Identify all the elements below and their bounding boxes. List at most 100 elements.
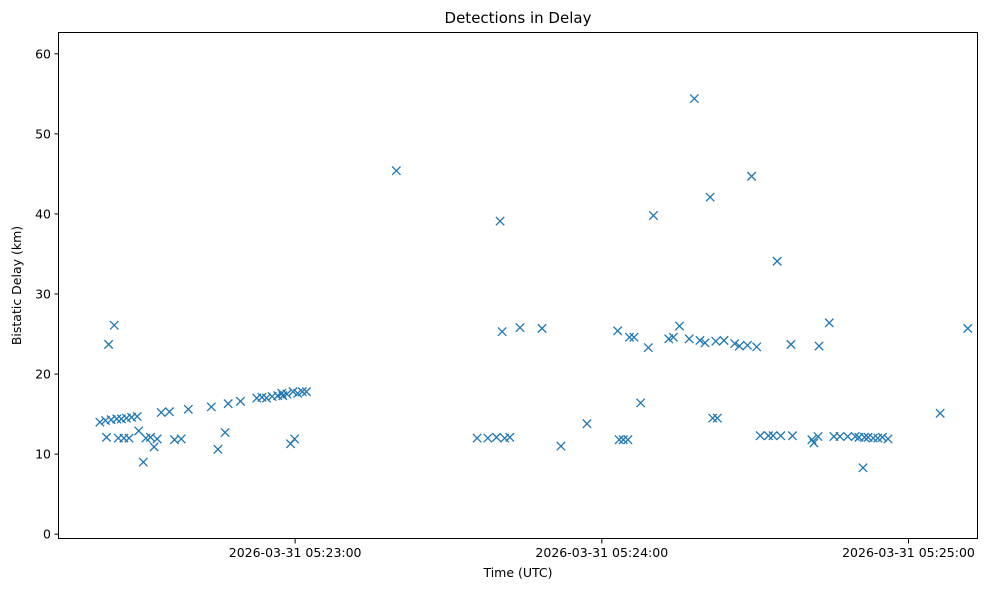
data-point-marker bbox=[138, 457, 148, 467]
data-point-marker bbox=[282, 389, 292, 399]
y-tick-label: 20 bbox=[35, 367, 51, 382]
data-point-marker bbox=[132, 411, 142, 422]
y-axis-label: Bistatic Delay (km) bbox=[9, 226, 24, 345]
data-point-marker bbox=[220, 427, 230, 438]
y-tick-label: 50 bbox=[35, 126, 51, 141]
data-point-marker bbox=[668, 332, 679, 342]
y-axis: 0 10 20 30 40 50 60 bbox=[35, 46, 59, 542]
data-point-marker bbox=[537, 323, 547, 334]
data-point-marker bbox=[152, 434, 162, 444]
x-axis-label: Time (UTC) bbox=[482, 565, 552, 580]
data-point-marker bbox=[963, 323, 973, 334]
data-point-marker bbox=[515, 322, 525, 333]
data-point-marker bbox=[629, 332, 639, 342]
data-point-marker bbox=[134, 426, 144, 436]
data-point-marker bbox=[643, 342, 653, 353]
data-point-marker bbox=[497, 326, 507, 337]
data-point-marker bbox=[505, 432, 515, 442]
x-tick-label: 2026-03-31 05:25:00 bbox=[842, 545, 975, 560]
data-point-marker bbox=[164, 407, 175, 417]
data-point-marker bbox=[391, 166, 402, 176]
data-point-marker bbox=[711, 336, 721, 346]
data-point-marker bbox=[614, 435, 624, 445]
data-point-marker bbox=[705, 192, 715, 202]
data-point-marker bbox=[734, 341, 744, 351]
data-point-marker bbox=[719, 335, 729, 346]
data-point-marker bbox=[156, 407, 166, 418]
data-point-marker bbox=[582, 419, 592, 429]
data-point-marker bbox=[700, 338, 710, 348]
y-tick-label: 60 bbox=[35, 46, 51, 61]
data-point-marker bbox=[612, 326, 623, 336]
data-point-marker bbox=[752, 342, 762, 352]
data-point-marker bbox=[495, 216, 505, 226]
data-point-marker bbox=[877, 432, 888, 442]
data-point-marker bbox=[859, 432, 870, 442]
data-point-marker bbox=[235, 396, 246, 406]
data-point-marker bbox=[742, 340, 753, 350]
data-point-marker bbox=[124, 433, 134, 443]
data-point-marker bbox=[472, 433, 482, 443]
data-point-marker bbox=[858, 463, 868, 473]
data-point-marker bbox=[213, 444, 223, 454]
data-point-marker bbox=[491, 432, 502, 442]
y-tick-label: 0 bbox=[43, 527, 51, 542]
data-point-marker bbox=[261, 393, 272, 403]
data-point-marker bbox=[712, 413, 722, 423]
data-point-marker bbox=[824, 318, 834, 328]
data-point-marker bbox=[101, 432, 112, 442]
data-point-marker bbox=[935, 408, 945, 418]
y-tick-label: 30 bbox=[35, 287, 51, 302]
data-point-marker bbox=[689, 93, 699, 104]
data-point-marker bbox=[763, 431, 774, 441]
data-point-marker bbox=[183, 404, 193, 414]
data-point-marker bbox=[648, 210, 659, 221]
x-tick-label: 2026-03-31 05:23:00 bbox=[229, 545, 362, 560]
data-point-marker bbox=[635, 398, 646, 408]
data-point-marker bbox=[297, 387, 307, 397]
data-point-marker bbox=[755, 431, 765, 441]
data-point-marker bbox=[786, 339, 796, 350]
data-point-marker bbox=[835, 431, 845, 442]
data-point-marker bbox=[618, 435, 628, 445]
data-point-marker bbox=[556, 441, 566, 451]
data-point-marker bbox=[868, 433, 878, 443]
y-tick-label: 10 bbox=[35, 447, 51, 462]
data-point-marker bbox=[223, 399, 233, 409]
data-point-marker bbox=[772, 256, 782, 266]
data-point-marker bbox=[674, 321, 685, 331]
data-point-marker bbox=[787, 431, 798, 441]
x-tick-label: 2026-03-31 05:24:00 bbox=[535, 545, 668, 560]
data-point-marker bbox=[112, 414, 122, 424]
data-points bbox=[95, 93, 973, 473]
data-point-marker bbox=[149, 442, 159, 452]
x-axis: 2026-03-31 05:23:00 2026-03-31 05:24:00 20… bbox=[229, 539, 975, 560]
data-point-marker bbox=[684, 334, 694, 344]
data-point-marker bbox=[813, 431, 823, 442]
data-point-marker bbox=[708, 413, 718, 423]
data-point-marker bbox=[289, 434, 300, 444]
data-point-marker bbox=[850, 431, 860, 442]
data-point-marker bbox=[623, 435, 633, 445]
data-point-marker bbox=[301, 387, 312, 397]
data-point-marker bbox=[103, 339, 114, 350]
data-point-marker bbox=[109, 320, 119, 330]
data-point-marker bbox=[483, 433, 493, 443]
data-point-marker bbox=[206, 402, 216, 412]
data-point-marker bbox=[883, 434, 893, 444]
data-point-marker bbox=[814, 341, 824, 351]
y-tick-label: 40 bbox=[35, 206, 51, 221]
data-point-marker bbox=[176, 434, 186, 444]
data-point-marker bbox=[624, 332, 635, 342]
plot-frame bbox=[58, 32, 978, 539]
data-point-marker bbox=[776, 431, 786, 441]
data-point-marker bbox=[746, 171, 757, 181]
data-point-marker bbox=[843, 431, 853, 442]
data-point-marker bbox=[730, 338, 740, 349]
data-point-marker bbox=[809, 438, 819, 448]
chart-title: Detections in Delay bbox=[445, 9, 592, 27]
data-point-marker bbox=[95, 417, 105, 427]
data-point-marker bbox=[695, 335, 705, 346]
